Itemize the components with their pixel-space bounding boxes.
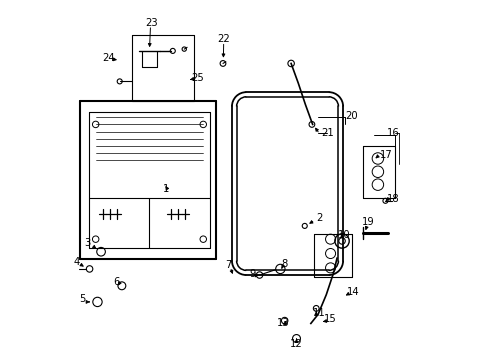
Text: 16: 16: [386, 128, 399, 138]
Text: 6: 6: [113, 277, 119, 287]
Text: 18: 18: [386, 194, 399, 204]
Text: 21: 21: [320, 128, 333, 138]
Text: 22: 22: [217, 35, 230, 44]
Text: 7: 7: [224, 260, 231, 270]
Text: 9: 9: [249, 269, 255, 279]
Text: 5: 5: [79, 294, 85, 305]
Text: 20: 20: [345, 111, 358, 121]
Text: 13: 13: [276, 318, 289, 328]
Text: 15: 15: [323, 314, 336, 324]
Text: 12: 12: [289, 339, 302, 349]
Text: 14: 14: [346, 287, 358, 297]
Text: 4: 4: [74, 257, 80, 267]
Text: 2: 2: [316, 213, 322, 222]
Text: 17: 17: [379, 150, 392, 160]
Text: 11: 11: [312, 309, 325, 318]
Text: 19: 19: [361, 217, 374, 227]
Text: 24: 24: [102, 53, 115, 63]
Text: 10: 10: [337, 230, 350, 239]
Text: 8: 8: [281, 258, 287, 269]
Text: 25: 25: [191, 73, 204, 83]
Text: 3: 3: [84, 238, 91, 248]
Text: 23: 23: [144, 18, 157, 28]
Text: 1: 1: [162, 184, 168, 194]
